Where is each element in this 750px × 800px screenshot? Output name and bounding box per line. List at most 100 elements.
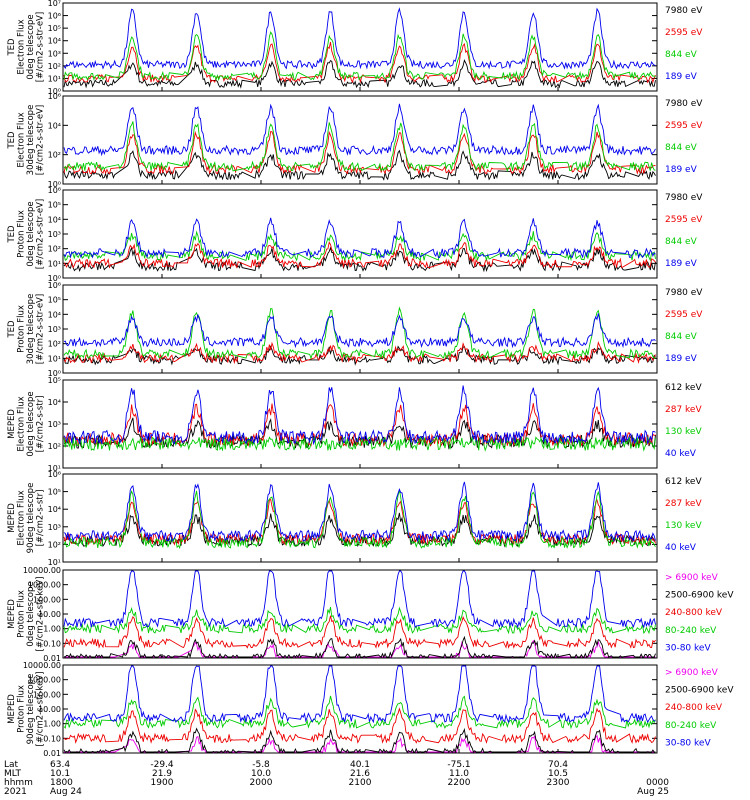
- legend-entry: 240-800 keV: [665, 608, 723, 618]
- legend-entry: 7980 eV: [665, 6, 703, 16]
- y-tick-label: 10³: [48, 230, 61, 239]
- y-tick-label: 10⁴: [48, 37, 61, 46]
- x-axis-value: 1800: [50, 778, 73, 788]
- panel-frame: [62, 473, 658, 563]
- x-axis-value: Aug 25: [637, 787, 669, 797]
- y-tick-label: 10⁴: [48, 398, 61, 407]
- y-tick-label: 10³: [48, 420, 61, 429]
- y-tick-label: 10¹: [48, 259, 61, 268]
- y-tick-label: 10²: [48, 340, 61, 349]
- series-line-2500-6900-kev: [63, 635, 656, 658]
- y-tick-label: 10⁴: [48, 215, 61, 224]
- legend-entry: 189 eV: [665, 165, 698, 175]
- y-tick-label: 10³: [48, 49, 61, 58]
- x-axis-value: 0000: [646, 778, 669, 788]
- y-tick-label: 10²: [48, 245, 61, 254]
- series-line-40-kev: [63, 481, 656, 543]
- y-tick-label: 100.00: [33, 595, 61, 604]
- y-tick-label: 0.01: [43, 654, 61, 663]
- y-tick-label: 10000.00: [23, 566, 61, 575]
- legend-entry: > 6900 keV: [665, 668, 719, 678]
- legend-entry: 40 keV: [665, 449, 697, 459]
- x-axis-value: -75.1: [447, 760, 470, 770]
- legend-entry: 844 eV: [665, 50, 698, 60]
- x-axis-value: Aug 24: [50, 787, 82, 797]
- y-tick-label: 10¹: [48, 354, 61, 363]
- legend-entry: 80-240 keV: [665, 721, 717, 731]
- legend-entry: 287 keV: [665, 405, 702, 415]
- y-axis-label: MEPEDProton Flux90deg telescope[#/cm2-s-…: [7, 672, 46, 747]
- y-tick-label: 0.01: [43, 749, 61, 758]
- y-tick-label: 10⁶: [48, 92, 61, 101]
- series-line-844-ev: [63, 230, 656, 262]
- series-line-7980-ev: [63, 58, 656, 89]
- x-axis-value: 2200: [448, 778, 471, 788]
- y-tick-label: 10²: [48, 151, 61, 160]
- series-line-40-kev: [63, 385, 656, 446]
- legend-entry: 2500-6900 keV: [665, 686, 734, 696]
- legend-entry: 40 keV: [665, 543, 697, 553]
- series-line-80-240-kev: [63, 606, 656, 635]
- y-tick-label: 10¹: [48, 464, 61, 473]
- legend-entry: 189 eV: [665, 354, 698, 364]
- series-line-30-80-kev: [63, 570, 656, 629]
- x-axis-value: 63.4: [50, 760, 70, 770]
- series-line-844-ev: [63, 306, 656, 360]
- panel-meped-p-90deg: 0.01 0.10 1.00 10.00 100.00 1000.00 10000.00 ME…: [7, 661, 734, 758]
- legend-entry: 7980 eV: [665, 288, 703, 298]
- x-row-label: 2021: [4, 787, 27, 797]
- y-tick-label: 10000.00: [23, 661, 61, 670]
- legend-entry: 7980 eV: [665, 99, 703, 109]
- y-tick-label: 10.00: [38, 705, 61, 714]
- x-axis-value: 21.6: [350, 769, 370, 779]
- series-line-189-ev: [63, 313, 656, 349]
- y-tick-label: 10²: [48, 62, 61, 71]
- y-tick-label: 10⁰: [48, 369, 61, 378]
- y-tick-label: 1.00: [43, 720, 61, 729]
- y-axis-label: MEPEDProton Flux0deg telescope[#/cm2-s-s…: [7, 577, 46, 652]
- series-line-7980-ev: [63, 246, 656, 273]
- series-line-2595-ev: [63, 341, 656, 365]
- y-tick-label: 10⁴: [48, 310, 61, 319]
- y-axis-label: MEPEDElectron Flux90deg telescope[#/cm2-…: [7, 483, 46, 554]
- x-axis-value: 10.1: [50, 769, 70, 779]
- x-axis-value: 11.0: [449, 769, 469, 779]
- legend-entry: 612 keV: [665, 383, 702, 393]
- x-row-label: hhmm: [4, 778, 33, 788]
- x-axis-value: -29.4: [150, 760, 174, 770]
- y-tick-label: 10⁶: [48, 12, 61, 21]
- series-line-80-240-kev: [63, 695, 656, 730]
- y-tick-label: 10²: [48, 442, 61, 451]
- y-tick-label: 10⁴: [48, 505, 61, 514]
- y-tick-label: 10⁰: [48, 180, 61, 189]
- legend-entry: 189 eV: [665, 259, 698, 269]
- x-row-label: MLT: [4, 769, 22, 779]
- x-axis-value: 2000: [250, 778, 273, 788]
- legend-entry: 7980 eV: [665, 193, 703, 203]
- x-axis-value: 40.1: [350, 760, 370, 770]
- legend-entry: 844 eV: [665, 237, 698, 247]
- x-axis-value: 1900: [151, 778, 174, 788]
- y-tick-label: 10⁷: [48, 0, 61, 8]
- legend-entry: 240-800 keV: [665, 703, 723, 713]
- x-axis-value: 21.9: [152, 769, 172, 779]
- y-tick-label: 10¹: [48, 558, 61, 567]
- x-axis-value: 70.4: [548, 760, 568, 770]
- legend-entry: 80-240 keV: [665, 626, 717, 636]
- y-tick-label: 10¹: [48, 74, 61, 83]
- series-line-189-ev: [63, 217, 656, 259]
- x-axis-value: 2100: [349, 778, 372, 788]
- series-line-7980-ev: [63, 149, 656, 181]
- y-tick-label: 10²: [48, 540, 61, 549]
- y-tick-label: 10⁵: [48, 24, 61, 33]
- series-line-130-kev: [63, 435, 656, 452]
- y-axis-label: TEDElectron Flux30deg telescope[#/cm2-s-…: [7, 105, 46, 176]
- legend-entry: 612 keV: [665, 477, 702, 487]
